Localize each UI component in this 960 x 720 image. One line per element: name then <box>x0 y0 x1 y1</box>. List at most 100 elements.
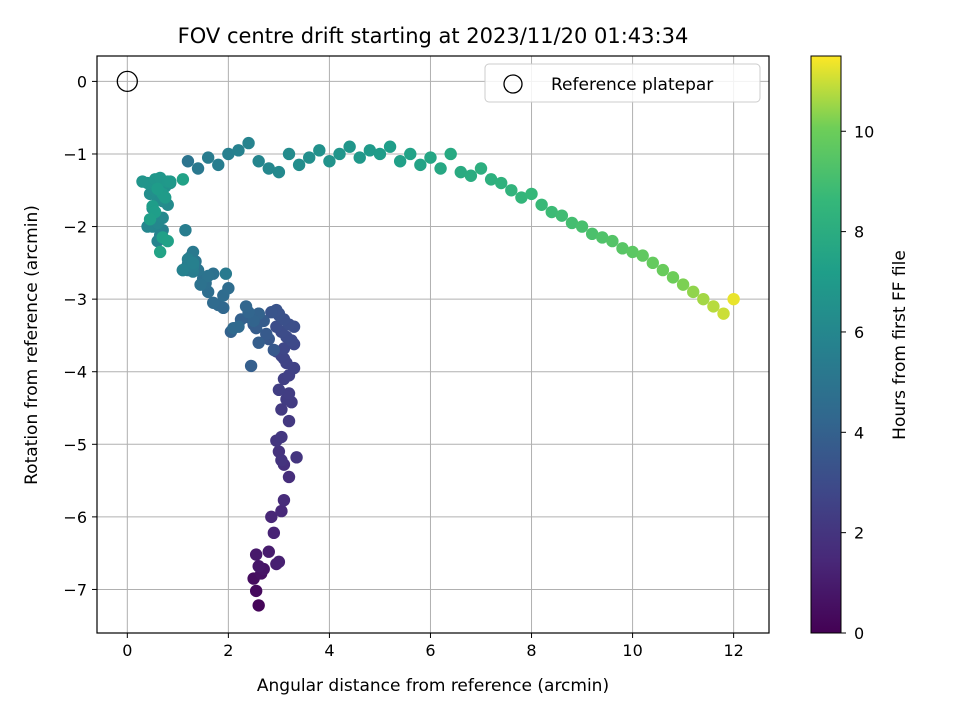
scatter-point <box>191 162 205 175</box>
scatter-point <box>272 165 286 179</box>
scatter-point <box>404 147 417 161</box>
colorbar-tick-label: 4 <box>854 423 864 442</box>
scatter-point <box>575 220 589 233</box>
scatter-point <box>136 175 149 188</box>
x-tick-label: 10 <box>622 641 642 660</box>
plot-frame <box>96 55 770 634</box>
scatter-point <box>262 162 275 175</box>
scatter-point <box>373 147 387 161</box>
scatter-point <box>454 165 467 179</box>
x-tick-label: 2 <box>223 641 233 660</box>
scatter-point <box>626 245 639 259</box>
scatter-point <box>239 300 253 313</box>
scatter-point <box>267 343 281 357</box>
y-tick-label: 0 <box>77 72 87 91</box>
scatter-point <box>232 144 245 157</box>
scatter-point <box>272 555 286 569</box>
scatter-point <box>717 307 730 320</box>
x-axis-label: Angular distance from reference (arcmin) <box>257 676 609 696</box>
scatter-point <box>323 155 336 168</box>
scatter-point <box>249 584 263 598</box>
scatter-point <box>444 147 457 161</box>
x-tick-label: 6 <box>425 641 435 660</box>
scatter-point <box>262 545 275 558</box>
scatter-point <box>535 198 548 211</box>
scatter-point <box>646 256 659 270</box>
scatter-point <box>585 227 599 241</box>
scatter-point <box>242 136 255 150</box>
legend: Reference platepar <box>484 63 761 103</box>
colorbar-label: Hours from first FF file <box>890 250 910 440</box>
scatter-point <box>333 147 346 161</box>
reference-marker <box>116 70 138 93</box>
scatter-point <box>343 140 356 153</box>
scatter-point <box>201 151 215 164</box>
x-tick-label: 4 <box>324 641 334 660</box>
scatter-point <box>219 267 233 280</box>
legend-box <box>484 63 761 103</box>
scatter-point <box>393 155 407 168</box>
y-tick-label: −2 <box>63 218 87 237</box>
scatter-point <box>434 162 447 175</box>
scatter-point <box>244 359 258 373</box>
scatter-point <box>260 327 273 341</box>
reference-platepar-marker <box>116 70 138 93</box>
chart-title: FOV centre drift starting at 2023/11/20 … <box>178 24 689 48</box>
colorbar-tick-label: 8 <box>854 223 864 242</box>
scatter-point <box>282 470 296 484</box>
scatter-point <box>161 234 174 248</box>
scatter-point <box>272 383 286 397</box>
scatter-point <box>277 342 291 355</box>
scatter-point <box>275 430 288 444</box>
y-axis-ticks: 0 −1 −2 −3 −4 −5 −6 −7 <box>63 72 97 599</box>
x-tick-label: 0 <box>122 641 132 660</box>
scatter-point <box>194 278 207 291</box>
y-axis-label: Rotation from reference (arcmin) <box>22 205 42 485</box>
scatter-point <box>292 158 306 172</box>
scatter-point <box>265 306 278 319</box>
scatter-point <box>267 526 281 540</box>
scatter-point <box>282 387 296 400</box>
scatter-point <box>414 158 427 172</box>
scatter-point <box>232 320 245 333</box>
scatter-point <box>181 155 195 168</box>
scatter-point <box>212 158 225 172</box>
scatter-point <box>636 249 649 262</box>
colorbar-tick-label: 10 <box>854 122 874 141</box>
colorbar-ticks: 0 2 4 6 8 10 <box>841 122 874 643</box>
scatter-point <box>616 242 629 255</box>
y-tick-label: −6 <box>63 508 87 527</box>
y-tick-label: −1 <box>63 145 87 164</box>
scatter-point <box>464 169 478 182</box>
scatter-point <box>176 173 190 186</box>
scatter-point <box>474 162 488 175</box>
scatter-point <box>495 176 508 190</box>
scatter-point <box>277 493 291 507</box>
x-tick-label: 12 <box>723 641 743 660</box>
scatter-point <box>606 234 619 248</box>
scatter-point <box>697 292 710 306</box>
scatter-point <box>596 231 609 244</box>
scatter-point <box>252 155 265 168</box>
scatter-point <box>383 140 397 153</box>
colorbar-tick-label: 2 <box>854 524 864 543</box>
colorbar-tick-label: 6 <box>854 323 864 342</box>
y-tick-label: −3 <box>63 290 87 309</box>
scatter-point <box>275 403 288 416</box>
scatter-point <box>186 256 200 270</box>
scatter-point <box>353 151 366 164</box>
scatter-point <box>424 151 437 164</box>
scatter-point <box>179 223 192 237</box>
scatter-point <box>363 144 377 157</box>
scatter-point <box>505 184 518 197</box>
scatter-point <box>249 548 263 561</box>
scatter-point <box>201 269 215 283</box>
scatter-point <box>687 285 700 299</box>
scatter-point <box>545 205 558 219</box>
scatter-point <box>565 216 579 230</box>
scatter-point <box>265 510 278 524</box>
scatter-point <box>252 599 265 612</box>
scatter-point <box>151 182 164 196</box>
scatter-point <box>153 245 167 259</box>
